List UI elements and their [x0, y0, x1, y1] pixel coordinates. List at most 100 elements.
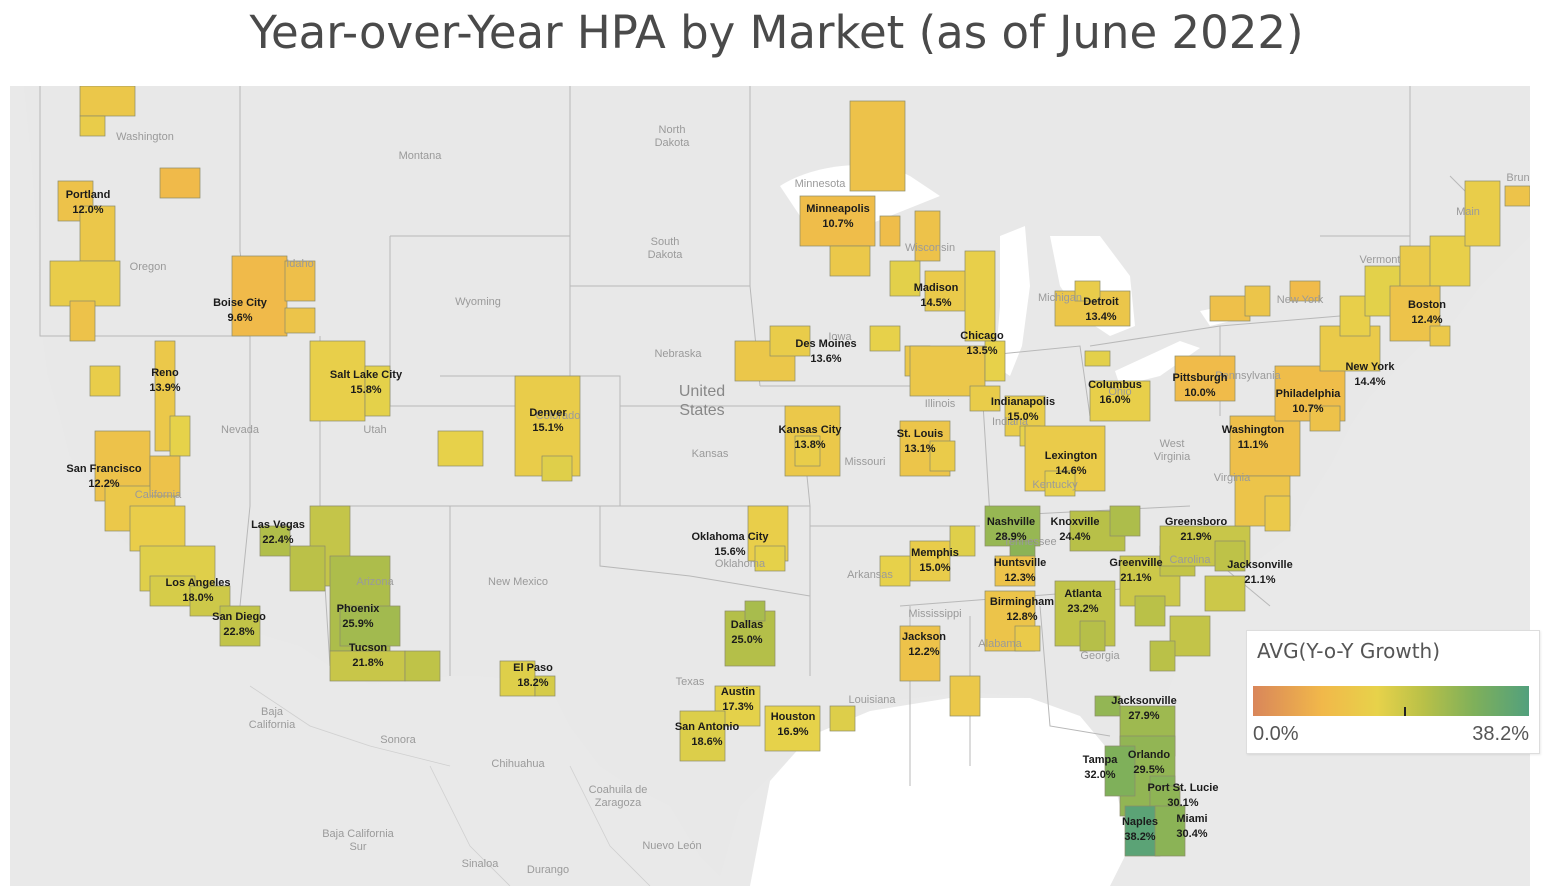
market-region-phoenix[interactable]: [329, 555, 401, 652]
market-region-los-angeles[interactable]: [139, 545, 231, 617]
county-shape[interactable]: [1204, 575, 1246, 612]
county-shape[interactable]: [541, 455, 573, 482]
market-region-detroit[interactable]: [1054, 280, 1131, 327]
county-shape[interactable]: [1169, 615, 1211, 657]
county-shape[interactable]: [1109, 505, 1141, 537]
county-shape[interactable]: [69, 300, 96, 342]
county-shape[interactable]: [534, 675, 556, 697]
county-shape[interactable]: [159, 167, 201, 199]
market-region-minneapolis[interactable]: [799, 100, 941, 277]
market-region-jacksonville[interactable]: [1149, 575, 1246, 672]
county-shape[interactable]: [169, 415, 191, 457]
county-shape[interactable]: [1089, 380, 1151, 422]
county-shape[interactable]: [1174, 355, 1236, 402]
color-legend[interactable]: AVG(Y-o-Y Growth) 0.0% 38.2%: [1246, 630, 1540, 754]
county-shape[interactable]: [949, 675, 981, 717]
county-shape[interactable]: [829, 245, 871, 277]
county-shape[interactable]: [1154, 805, 1186, 857]
county-shape[interactable]: [889, 260, 921, 297]
county-shape[interactable]: [899, 625, 941, 682]
county-shape[interactable]: [1429, 235, 1471, 287]
county-shape[interactable]: [129, 505, 186, 552]
county-shape[interactable]: [1429, 325, 1451, 347]
county-shape[interactable]: [794, 435, 821, 467]
county-shape[interactable]: [964, 250, 996, 342]
market-region-san-antonio[interactable]: [679, 710, 726, 762]
county-shape[interactable]: [1289, 280, 1321, 302]
county-shape[interactable]: [1209, 295, 1251, 322]
market-region-oklahoma-city[interactable]: [747, 505, 789, 572]
county-shape[interactable]: [1229, 415, 1301, 477]
county-shape[interactable]: [149, 575, 196, 607]
market-region-washington[interactable]: [1229, 415, 1301, 532]
county-shape[interactable]: [799, 195, 876, 247]
market-region-knoxville[interactable]: [1069, 505, 1141, 552]
county-shape[interactable]: [914, 210, 941, 262]
market-layer[interactable]: [10, 86, 1530, 886]
county-shape[interactable]: [1134, 595, 1166, 627]
county-shape[interactable]: [869, 325, 901, 352]
county-shape[interactable]: [149, 455, 181, 497]
county-shape[interactable]: [1044, 470, 1076, 497]
market-region-columbus[interactable]: [1084, 350, 1151, 422]
county-shape[interactable]: [284, 260, 316, 302]
county-shape[interactable]: [909, 540, 951, 582]
market-region-portland[interactable]: [49, 86, 136, 342]
county-shape[interactable]: [89, 365, 121, 397]
county-shape[interactable]: [879, 555, 911, 587]
map-area[interactable]: Washington Montana North Dakota Minnesot…: [10, 86, 1530, 886]
county-shape[interactable]: [1214, 540, 1246, 572]
market-region-st-louis[interactable]: [899, 420, 956, 477]
county-shape[interactable]: [679, 710, 726, 762]
county-shape[interactable]: [339, 605, 401, 647]
county-shape[interactable]: [1149, 640, 1176, 672]
county-shape[interactable]: [79, 205, 116, 262]
market-region-san-diego[interactable]: [219, 605, 261, 647]
county-shape[interactable]: [764, 705, 821, 752]
county-shape[interactable]: [404, 650, 441, 682]
county-shape[interactable]: [849, 100, 906, 192]
market-region-huntsville[interactable]: [994, 555, 1036, 587]
market-region-naples[interactable]: [1124, 805, 1161, 857]
market-region-houston[interactable]: [764, 705, 856, 752]
county-shape[interactable]: [994, 555, 1036, 587]
market-region-miami[interactable]: [1154, 805, 1186, 857]
market-region-birmingham[interactable]: [984, 590, 1041, 652]
county-shape[interactable]: [949, 525, 976, 557]
market-region-reno[interactable]: [89, 340, 191, 457]
county-shape[interactable]: [329, 650, 406, 682]
market-region-pittsburgh[interactable]: [1174, 280, 1321, 402]
county-shape[interactable]: [1079, 620, 1106, 652]
county-shape[interactable]: [437, 430, 484, 467]
market-region-dallas[interactable]: [724, 600, 776, 667]
market-region-san-francisco[interactable]: [94, 430, 186, 552]
county-shape[interactable]: [364, 365, 391, 417]
market-region-boise-city[interactable]: [159, 167, 316, 337]
market-region-memphis[interactable]: [879, 525, 976, 587]
county-shape[interactable]: [79, 86, 136, 117]
market-region-jackson[interactable]: [899, 625, 981, 717]
county-shape[interactable]: [829, 705, 856, 732]
market-region-kansas-city[interactable]: [784, 405, 841, 477]
county-shape[interactable]: [49, 260, 121, 307]
market-region-chicago[interactable]: [909, 340, 1006, 412]
county-shape[interactable]: [929, 440, 956, 472]
county-shape[interactable]: [984, 340, 1006, 382]
county-shape[interactable]: [1104, 745, 1136, 797]
county-shape[interactable]: [1084, 350, 1111, 367]
county-shape[interactable]: [309, 340, 366, 422]
county-shape[interactable]: [754, 545, 786, 572]
market-region-philadelphia[interactable]: [1274, 365, 1346, 432]
market-region-denver[interactable]: [437, 375, 581, 482]
county-shape[interactable]: [769, 325, 811, 357]
county-shape[interactable]: [284, 307, 316, 334]
county-shape[interactable]: [1014, 625, 1041, 652]
market-region-madison[interactable]: [889, 250, 996, 342]
market-region-tampa[interactable]: [1104, 745, 1136, 797]
county-shape[interactable]: [219, 605, 261, 647]
county-shape[interactable]: [289, 545, 326, 592]
county-shape[interactable]: [1094, 695, 1121, 717]
county-shape[interactable]: [231, 255, 288, 337]
county-shape[interactable]: [79, 115, 106, 137]
county-shape[interactable]: [1264, 495, 1291, 532]
